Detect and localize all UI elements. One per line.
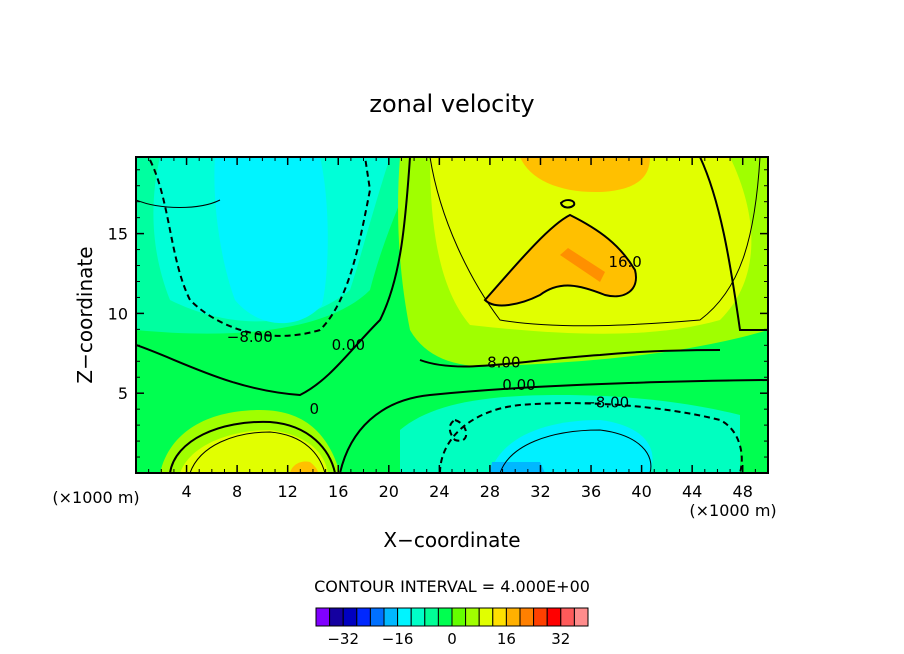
colorbar-swatch [505, 607, 521, 627]
contour-interval-text: CONTOUR INTERVAL = 4.000E+00 [314, 577, 590, 596]
x-tick-label: 24 [429, 482, 449, 501]
colorbar-swatch [410, 607, 426, 627]
contour-lines [136, 157, 768, 473]
contour-label: 0 [309, 400, 319, 418]
contour-bottom-left [169, 420, 336, 473]
colorbar-swatch [560, 607, 575, 627]
y-tick-label: 5 [118, 384, 128, 403]
colorbar-swatch [397, 607, 412, 627]
contour-label: −8.00 [227, 328, 273, 346]
band-lower-cyan [490, 420, 653, 473]
contour-zero-lower [339, 379, 768, 473]
x-unit-right: (×1000 m) [689, 501, 776, 520]
colorbar-swatch [329, 607, 344, 627]
band-bottom-left-yellow [180, 430, 328, 473]
x-tick-label: 20 [379, 482, 399, 501]
contour-minus8-upper [149, 157, 372, 337]
band-lower-blue [490, 462, 545, 473]
contour-minus8-lower [439, 402, 743, 473]
colorbar-ticks: −32 −16 0 16 32 [327, 630, 570, 648]
colorbar-swatch [437, 607, 453, 627]
core-cyan [214, 157, 328, 324]
colorbar [315, 607, 589, 627]
colorbar-tick-label: −16 [382, 630, 414, 648]
colorbar-tick-label: −32 [327, 630, 359, 648]
contour-16 [483, 213, 637, 307]
colorbar-swatch [424, 607, 439, 627]
contour-label: 16.0 [608, 253, 641, 271]
colorbar-tick-label: 0 [447, 630, 457, 648]
y-tick-label: 10 [108, 304, 128, 323]
x-tick-label: 4 [181, 482, 191, 501]
contour-minus8-small [448, 418, 468, 442]
x-tick-label: 44 [682, 482, 702, 501]
x-tick-label: 48 [733, 482, 753, 501]
chart-title: zonal velocity [369, 90, 534, 118]
colorbar-swatch [478, 607, 494, 627]
colorbar-swatch [451, 607, 467, 627]
y-axis: 5 10 15 [108, 169, 768, 458]
contour-small-ring [559, 199, 576, 209]
colorbar-swatch [465, 607, 480, 627]
contour-labels: −8.00 0.00 8.00 0.00 −8.00 16.0 0 [227, 253, 642, 418]
colorbar-tick-label: 16 [497, 630, 516, 648]
colorbar-swatch [342, 607, 358, 627]
x-axis-label: X−coordinate [383, 528, 520, 552]
band-orange-top [520, 157, 650, 193]
colorbar-tick-label: 32 [551, 630, 570, 648]
x-tick-label: 8 [232, 482, 242, 501]
x-tick-label: 28 [480, 482, 500, 501]
contour-plus8-upper-right [699, 157, 768, 331]
x-tick-label: 40 [631, 482, 651, 501]
contour-thin-upper [136, 157, 761, 327]
band-orange-mid [485, 215, 636, 306]
contour-plus8 [419, 349, 721, 368]
contour-thin-lower [189, 429, 652, 473]
x-unit-left: (×1000 m) [52, 488, 139, 507]
colorbar-swatch [383, 607, 399, 627]
contour-label: 0.00 [332, 336, 365, 354]
colorbar-swatch [369, 607, 385, 627]
colorbar-swatch [315, 607, 331, 627]
y-tick-label: 15 [108, 225, 128, 244]
core-dark-orange [560, 248, 605, 282]
x-tick-label: 36 [581, 482, 601, 501]
colorbar-swatch [533, 607, 548, 627]
contour-label: 0.00 [502, 376, 535, 394]
contour-label: 8.00 [487, 354, 520, 372]
y-axis-label: Z−coordinate [73, 246, 97, 383]
colorbar-swatch [492, 607, 507, 627]
colorbar-swatch [356, 607, 371, 627]
x-tick-label: 16 [328, 482, 348, 501]
band-bottom-left-orange [290, 461, 318, 473]
x-tick-label: 32 [530, 482, 550, 501]
x-tick-label: 12 [278, 482, 298, 501]
colorbar-swatch [519, 607, 535, 627]
colorbar-swatch [573, 607, 589, 627]
x-axis: 4 8 12 16 20 24 28 32 36 40 44 48 [148, 157, 756, 501]
colorbar-swatch [546, 607, 562, 627]
contour-zero-main [136, 157, 411, 397]
filled-contours [136, 157, 768, 473]
contour-label: −8.00 [583, 394, 629, 412]
